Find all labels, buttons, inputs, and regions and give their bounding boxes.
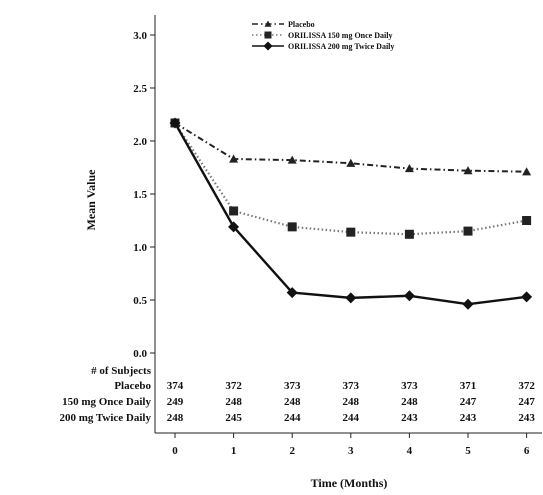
series-2 — [169, 117, 533, 310]
data-point — [229, 206, 239, 216]
data-point — [462, 298, 474, 310]
x-axis-title: Time (Months) — [311, 476, 388, 490]
series-1 — [170, 118, 532, 239]
y-tick-label: 0.5 — [133, 295, 147, 307]
data-point — [228, 221, 240, 233]
axes — [154, 15, 542, 434]
legend: Placebo ORILISSA 150 mg Once Daily ORILISS… — [252, 20, 394, 51]
subjects-cell: 248 — [401, 396, 418, 408]
series-line — [173, 122, 527, 306]
y-tick-label: 0.0 — [133, 348, 147, 360]
subjects-cell: 371 — [460, 380, 477, 392]
x-tick-label: 2 — [289, 445, 295, 457]
subjects-cell: 244 — [284, 412, 301, 424]
subjects-row-label: Placebo — [114, 380, 151, 392]
subjects-row-label: 150 mg Once Daily — [62, 396, 151, 408]
subjects-cell: 243 — [401, 412, 418, 424]
legend-label: ORILISSA 200 mg Twice Daily — [288, 42, 394, 51]
data-point — [463, 166, 473, 175]
series-group — [169, 117, 533, 310]
y-tick-label: 1.0 — [133, 242, 147, 254]
subjects-cell: 374 — [167, 380, 184, 392]
data-point — [404, 164, 414, 173]
subjects-cell: 247 — [518, 396, 535, 408]
subjects-cell: 373 — [401, 380, 418, 392]
data-point — [346, 227, 356, 237]
y-tick-label: 2.5 — [133, 83, 147, 95]
y-tick-label: 2.0 — [133, 136, 147, 148]
data-point — [287, 155, 297, 164]
data-point — [404, 229, 414, 239]
subjects-cell: 248 — [167, 412, 184, 424]
y-axis-title: Mean Value — [84, 169, 98, 231]
legend-marker — [263, 41, 273, 51]
x-tick-label: 5 — [465, 445, 471, 457]
data-point — [345, 292, 357, 304]
subjects-cell: 248 — [225, 396, 242, 408]
subjects-cell: 244 — [343, 412, 360, 424]
legend-marker — [264, 20, 272, 27]
subjects-table: # of Subjects Placebo 374 372 373 373 373 371 37… — [59, 365, 535, 424]
subjects-cell: 373 — [343, 380, 360, 392]
x-tick-label: 3 — [348, 445, 354, 457]
subjects-cell: 247 — [460, 396, 477, 408]
data-point — [522, 167, 532, 176]
subjects-cell: 372 — [225, 380, 242, 392]
data-point — [169, 117, 181, 129]
subjects-cell: 372 — [518, 380, 535, 392]
subjects-cell: 248 — [284, 396, 301, 408]
x-tick-label: 1 — [231, 445, 237, 457]
subjects-header: # of Subjects — [91, 365, 152, 377]
subjects-cell: 243 — [460, 412, 477, 424]
y-tick-label: 1.5 — [133, 189, 147, 201]
series-0 — [170, 118, 532, 176]
x-tick-label: 0 — [172, 445, 178, 457]
data-point — [287, 222, 297, 232]
subjects-cell: 245 — [225, 412, 242, 424]
data-point — [286, 287, 298, 299]
subjects-cell: 373 — [284, 380, 301, 392]
y-axis-ticks: 0.0 0.5 1.0 1.5 2.0 2.5 3.0 — [133, 30, 155, 360]
legend-label: Placebo — [288, 20, 315, 29]
data-point — [522, 216, 532, 225]
legend-label: ORILISSA 150 mg Once Daily — [288, 31, 392, 40]
x-tick-label: 6 — [524, 445, 530, 457]
subjects-cell: 243 — [518, 412, 535, 424]
subjects-cell: 248 — [343, 396, 360, 408]
data-point — [521, 291, 533, 303]
subjects-row-label: 200 mg Twice Daily — [59, 412, 151, 424]
legend-marker — [264, 31, 272, 39]
y-tick-label: 3.0 — [133, 30, 147, 42]
data-point — [403, 290, 415, 302]
x-tick-label: 4 — [407, 445, 413, 457]
x-axis-ticks: 0 1 2 3 4 5 6 — [172, 433, 530, 457]
data-point — [346, 158, 356, 167]
data-point — [229, 154, 239, 163]
subjects-cell: 249 — [167, 396, 184, 408]
data-point — [463, 226, 473, 236]
